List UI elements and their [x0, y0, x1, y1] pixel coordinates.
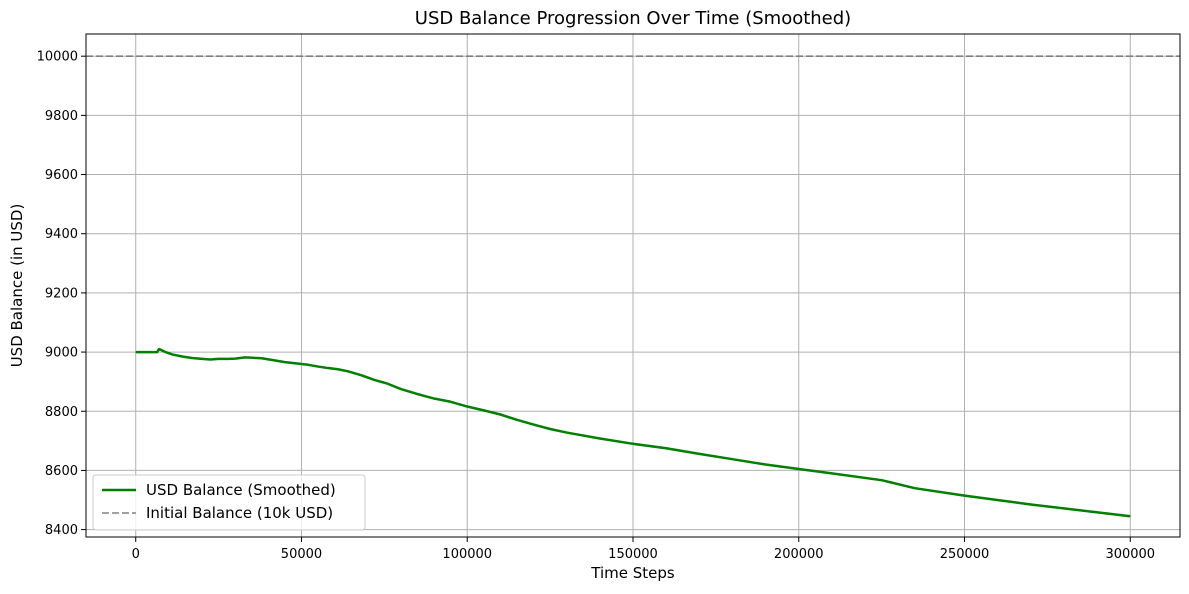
x-tick-label: 100000	[442, 547, 492, 562]
y-axis-ticks: 8400 8600 8800 9000 9200 9400 9600 9800 10000	[37, 50, 86, 538]
y-tick-label: 8600	[45, 464, 78, 479]
chart-title: USD Balance Progression Over Time (Smoot…	[415, 8, 851, 29]
x-tick-label: 150000	[608, 547, 658, 562]
x-tick-label: 300000	[1105, 547, 1155, 562]
x-tick-label: 250000	[940, 547, 990, 562]
legend-label-usd-balance: USD Balance (Smoothed)	[146, 481, 336, 499]
y-tick-label: 9000	[45, 346, 78, 361]
y-tick-label: 8400	[45, 523, 78, 538]
y-tick-label: 9200	[45, 286, 78, 301]
legend: USD Balance (Smoothed) Initial Balance (…	[92, 474, 366, 531]
y-tick-label: 8800	[45, 405, 78, 420]
x-axis-label: Time Steps	[590, 564, 675, 582]
legend-label-initial-balance: Initial Balance (10k USD)	[146, 504, 333, 522]
legend-box	[92, 474, 366, 531]
x-tick-label: 200000	[774, 547, 824, 562]
series-layer	[86, 55, 1180, 518]
x-tick-label: 50000	[281, 547, 322, 562]
y-tick-label: 9400	[45, 227, 78, 242]
y-tick-label: 9800	[45, 109, 78, 124]
y-tick-label: 9600	[45, 168, 78, 183]
usd-balance-line	[135, 347, 1131, 518]
y-axis-label: USD Balance (in USD)	[8, 204, 26, 368]
x-axis-ticks: 0 50000 100000 150000 200000 250000 300000	[132, 537, 1155, 562]
grid-lines	[86, 34, 1180, 537]
y-tick-label: 10000	[37, 50, 78, 65]
x-tick-label: 0	[132, 547, 140, 562]
